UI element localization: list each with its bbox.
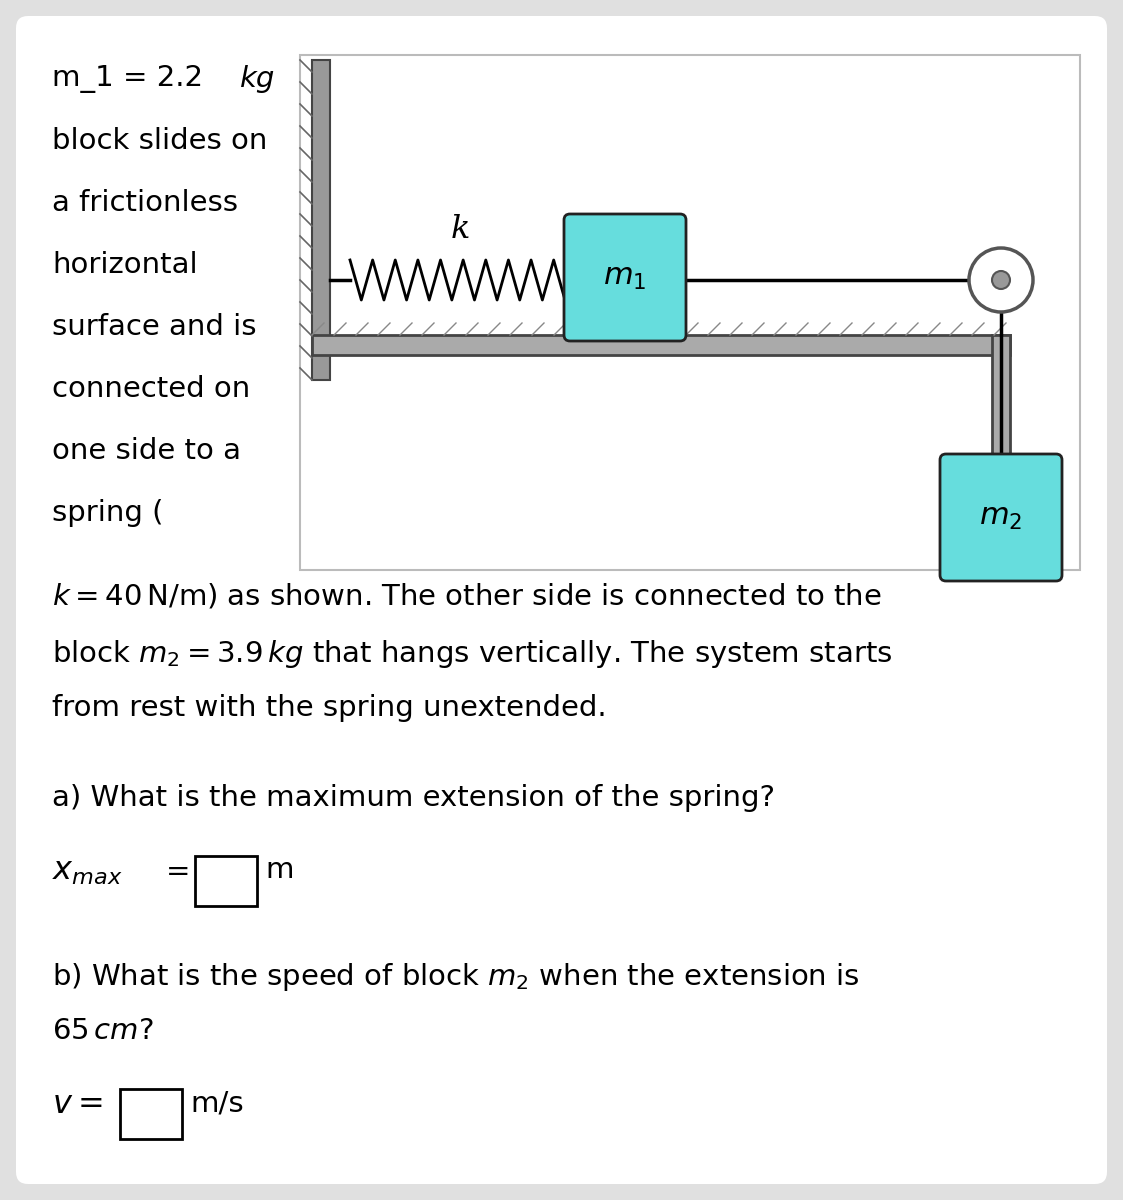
Text: $k = 40\,\mathrm{N/m}$) as shown. The other side is connected to the: $k = 40\,\mathrm{N/m}$) as shown. The ot… bbox=[52, 582, 882, 611]
Bar bbox=[312, 60, 330, 380]
FancyBboxPatch shape bbox=[940, 454, 1062, 581]
Text: $=$: $=$ bbox=[159, 856, 189, 884]
Bar bbox=[300, 55, 1080, 570]
Text: $m_2$: $m_2$ bbox=[979, 503, 1023, 532]
FancyBboxPatch shape bbox=[564, 214, 686, 341]
Circle shape bbox=[969, 248, 1033, 312]
Text: kg: kg bbox=[240, 65, 275, 92]
Text: connected on: connected on bbox=[52, 374, 250, 403]
Text: block slides on: block slides on bbox=[52, 127, 267, 155]
Text: b) What is the speed of block $m_2$ when the extension is: b) What is the speed of block $m_2$ when… bbox=[52, 961, 860, 994]
Text: a frictionless: a frictionless bbox=[52, 188, 238, 217]
Bar bbox=[120, 1090, 182, 1139]
Bar bbox=[992, 335, 1010, 565]
Text: $65\,cm?$: $65\,cm?$ bbox=[52, 1018, 154, 1045]
Circle shape bbox=[992, 271, 1010, 289]
Text: block $m_2 = \mathit{3.9}\,\mathit{kg}$ that hangs vertically. The system starts: block $m_2 = \mathit{3.9}\,\mathit{kg}$ … bbox=[52, 638, 893, 670]
Text: m/s: m/s bbox=[190, 1090, 244, 1117]
Text: $v =$: $v =$ bbox=[52, 1090, 102, 1120]
Text: horizontal: horizontal bbox=[52, 251, 198, 278]
FancyBboxPatch shape bbox=[16, 16, 1107, 1184]
Bar bbox=[195, 856, 257, 906]
Text: m_1 = 2.2: m_1 = 2.2 bbox=[52, 65, 209, 92]
Text: $x_{max}$: $x_{max}$ bbox=[52, 856, 122, 887]
Text: a) What is the maximum extension of the spring?: a) What is the maximum extension of the … bbox=[52, 784, 775, 812]
Text: surface and is: surface and is bbox=[52, 313, 256, 341]
Text: from rest with the spring unextended.: from rest with the spring unextended. bbox=[52, 694, 606, 722]
Text: $m_1$: $m_1$ bbox=[603, 263, 647, 292]
Text: k: k bbox=[450, 215, 469, 246]
Text: spring (: spring ( bbox=[52, 499, 164, 527]
Text: one side to a: one side to a bbox=[52, 437, 241, 464]
Bar bbox=[312, 335, 1010, 355]
Text: m: m bbox=[265, 856, 293, 884]
